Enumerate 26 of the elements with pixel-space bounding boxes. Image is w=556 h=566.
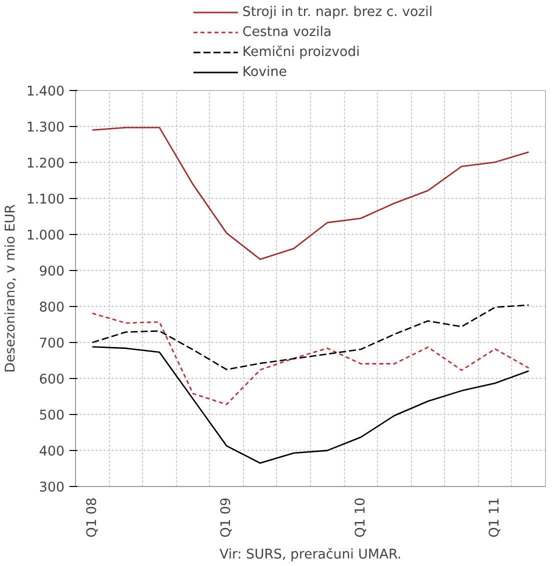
y-tick-label: 600 — [39, 372, 65, 388]
line-series — [92, 304, 530, 370]
y-tick-label: 700 — [39, 336, 65, 352]
legend-label: Stroji in tr. napr. brez c. vozil — [242, 4, 433, 20]
x-tick-label: Q1 10 — [353, 497, 368, 538]
y-tick-label: 400 — [39, 444, 65, 460]
y-tick-label: 1.000 — [26, 228, 64, 244]
legend-label: Kovine — [242, 64, 287, 80]
y-tick-label: 1.100 — [26, 192, 64, 208]
x-tick-label: Q1 11 — [488, 497, 503, 538]
x-tick-label: Q1 08 — [84, 497, 100, 538]
y-tick-label: 500 — [39, 408, 65, 424]
line-series — [92, 126, 530, 260]
legend-label: Kemični proizvodi — [242, 44, 360, 60]
line-series — [92, 312, 530, 406]
y-tick-label: 900 — [39, 264, 65, 280]
y-tick-label: 1.400 — [26, 84, 64, 100]
y-tick-label: 1.200 — [26, 156, 64, 172]
legend-label: Cestna vozila — [242, 24, 332, 40]
line-series — [92, 346, 530, 464]
x-tick-label: Q1 09 — [219, 497, 234, 538]
y-tick-label: 800 — [39, 300, 65, 316]
y-tick-label: 1.300 — [26, 120, 64, 136]
y-tick-label: 300 — [39, 480, 65, 496]
text: Vir: SURS, preračuni UMAR. — [220, 548, 402, 562]
y-axis-title: Desezonirano, v mio EUR — [3, 204, 18, 373]
